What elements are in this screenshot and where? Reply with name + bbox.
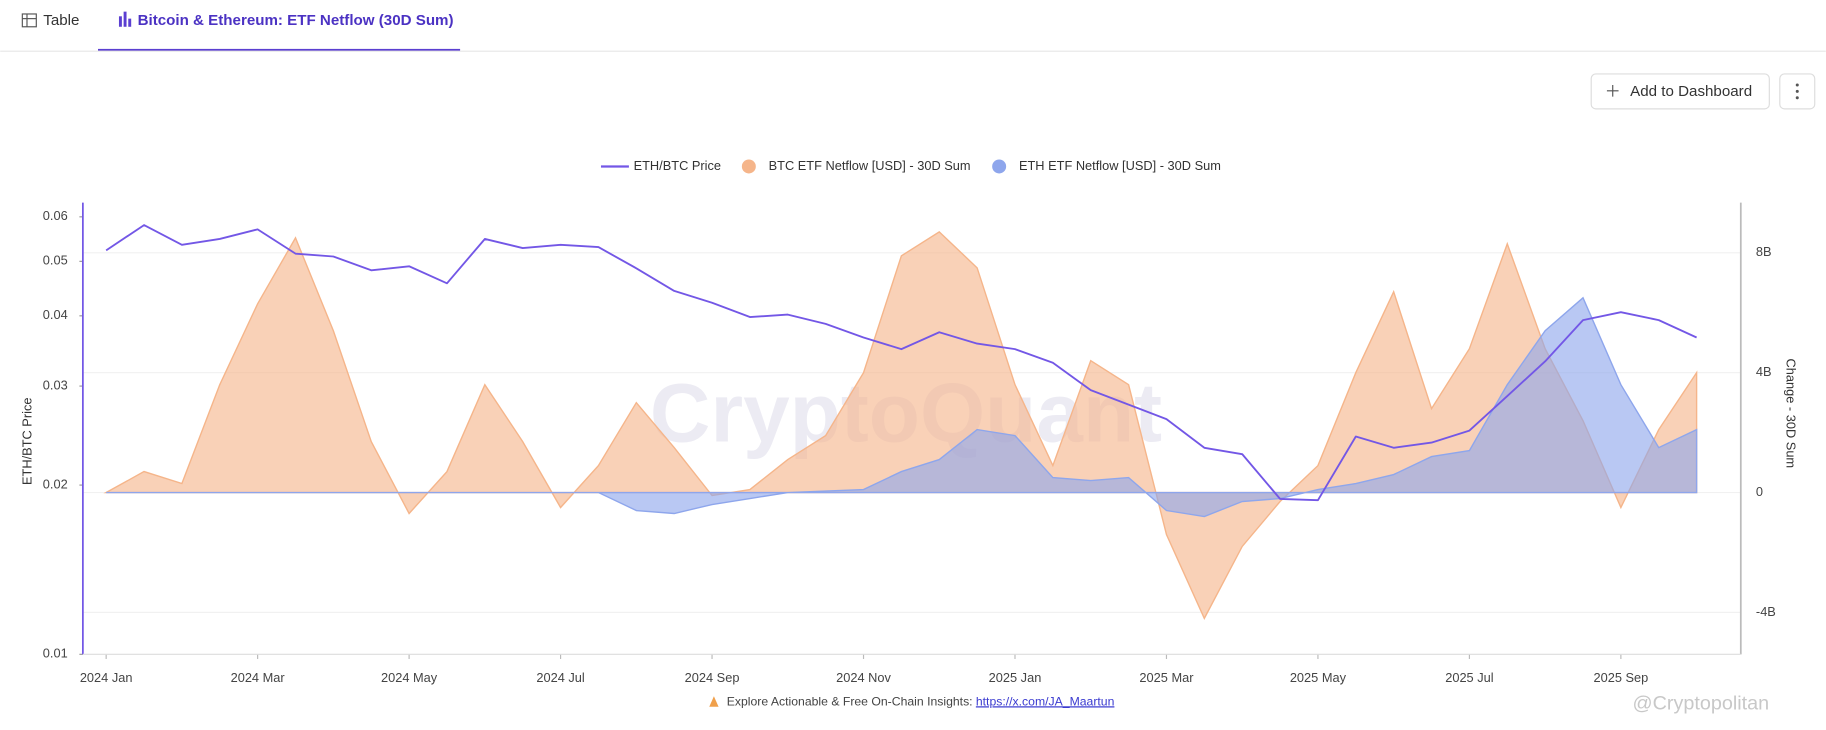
tab-label: Bitcoin & Ethereum: ETF Netflow (30D Sum… [138,12,454,29]
footer-link[interactable]: https://x.com/JA_Maartun [976,694,1115,708]
x-tick-label: 2025 May [1290,670,1347,685]
x-tick-label: 2025 Sep [1593,670,1648,685]
y2-tick-label: 8B [1756,244,1772,259]
x-tick-label: 2024 Sep [685,670,740,685]
legend-label: ETH ETF Netflow [USD] - 30D Sum [1019,158,1221,173]
y-tick-label: 0.04 [43,307,68,322]
tab-label: Table [43,12,79,29]
y-tick-label: 0.03 [43,377,68,392]
legend-swatch [741,159,756,174]
legend-swatch [992,159,1007,174]
tab-chart[interactable]: Bitcoin & Ethereum: ETF Netflow (30D Sum… [118,11,454,29]
area [103,230,1698,620]
y2-tick-label: 0 [1756,484,1763,499]
y-tick-label: 0.06 [43,208,68,223]
button-label: Add to Dashboard [1630,83,1752,100]
chart-icon [123,11,127,27]
chart-icon [128,18,132,27]
chart-icon [118,16,122,27]
x-tick-label: 2025 Mar [1139,670,1194,685]
dot [1795,89,1799,93]
x-tick-label: 2024 Mar [231,670,286,685]
table-icon [21,13,37,28]
x-tick-label: 2024 Jul [536,670,584,685]
y-tick-label: 0.01 [43,646,68,661]
corner-watermark: @Cryptopolitan [1633,693,1770,715]
x-tick-label: 2024 May [381,670,438,685]
y-tick-label: 0.02 [43,476,68,491]
y2-tick-label: 4B [1756,364,1772,379]
y-axis-label: ETH/BTC Price [20,398,35,485]
y2-axis-label: Change - 30D Sum [1783,359,1798,469]
button-frame [1590,73,1770,110]
legend-label: ETH/BTC Price [634,158,721,173]
x-tick-label: 2025 Jul [1445,670,1493,685]
dot [1795,83,1799,87]
dot [1795,96,1799,100]
x-tick-label: 2024 Nov [836,670,891,685]
x-tick-label: 2025 Jan [989,670,1042,685]
legend-label: BTC ETF Netflow [USD] - 30D Sum [769,158,971,173]
line [105,224,1698,502]
active-tab-underline [98,48,461,52]
add-to-dashboard-button[interactable]: Add to Dashboard [1590,73,1770,110]
x-tick-label: 2024 Jan [80,670,133,685]
tab-table[interactable]: Table [21,12,79,29]
footer-icon [709,696,719,707]
more-button[interactable] [1779,73,1816,110]
footer-text: Explore Actionable & Free On-Chain Insig… [727,694,973,708]
y2-tick-label: -4B [1756,604,1776,619]
plot: -4B 0 4B 8B 0.01 0.02 0.03 0.04 0.05 0.06 ETH/BTC … [20,158,1799,685]
y-tick-label: 0.05 [43,253,68,268]
